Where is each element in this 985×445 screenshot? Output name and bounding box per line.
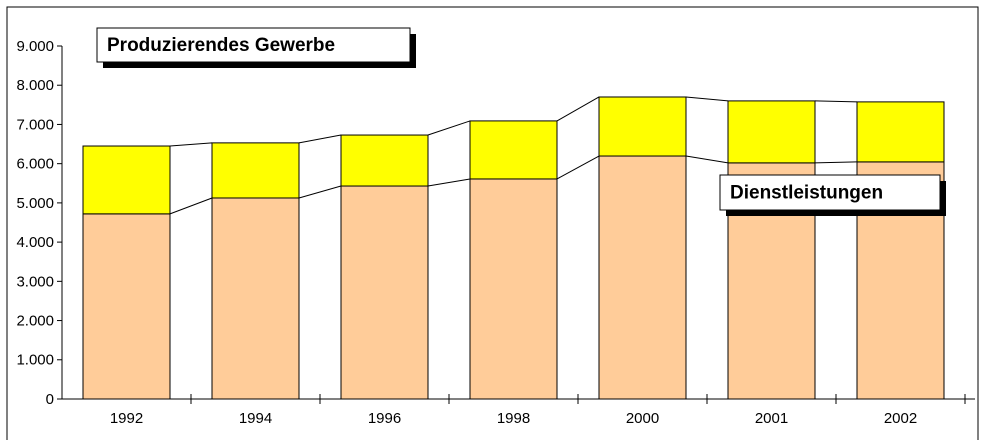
y-tick-label: 7.000 [16, 116, 54, 133]
connector-line [298, 185, 342, 199]
bar-segment [598, 96, 687, 157]
label-box [719, 174, 941, 211]
y-tick-label: 0 [46, 391, 54, 408]
bar-segment [856, 101, 945, 163]
bar-segment [82, 145, 171, 215]
x-tick-label: 1992 [110, 410, 143, 427]
connector-line [169, 142, 213, 147]
bar-segment [598, 155, 687, 400]
y-tick-label: 2.000 [16, 313, 54, 330]
connector-line [685, 96, 729, 102]
connector-line [556, 96, 600, 122]
series-label: Produzierendes Gewerbe [107, 35, 335, 56]
bar-segment [340, 185, 429, 400]
bar-segment [727, 100, 816, 164]
connector-line [814, 161, 858, 164]
y-tick-label: 3.000 [16, 273, 54, 290]
bar-segment [211, 142, 300, 199]
x-tick-label: 1996 [368, 410, 401, 427]
y-tick-label: 9.000 [16, 38, 54, 55]
bar-segment [82, 213, 171, 400]
label-box [96, 27, 411, 63]
connector-line [427, 178, 471, 187]
y-tick-label: 6.000 [16, 156, 54, 173]
x-tick-label: 2001 [755, 410, 788, 427]
x-tick-label: 2002 [884, 410, 917, 427]
y-tick-label: 1.000 [16, 352, 54, 369]
bar-segment [469, 120, 558, 180]
connector-line [685, 155, 729, 164]
y-tick-label: 4.000 [16, 234, 54, 251]
connector-line [298, 134, 342, 144]
x-tick-label: 2000 [626, 410, 659, 427]
connector-line [814, 100, 858, 103]
x-tick-label: 1998 [497, 410, 530, 427]
bar-segment [211, 197, 300, 400]
series-label: Dienstleistungen [730, 183, 883, 204]
x-tick-label: 1994 [239, 410, 272, 427]
bar-segment [469, 178, 558, 400]
connector-line [556, 155, 600, 180]
connector-line [169, 197, 213, 215]
connector-line [427, 120, 471, 136]
y-tick-label: 5.000 [16, 195, 54, 212]
y-tick-label: 8.000 [16, 77, 54, 94]
bar-segment [340, 134, 429, 187]
